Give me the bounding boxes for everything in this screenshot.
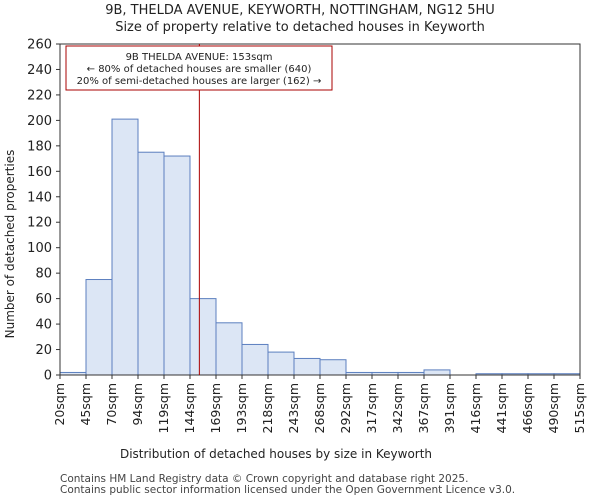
- x-tick-label: 45sqm: [78, 383, 93, 426]
- x-tick-label: 490sqm: [546, 383, 561, 433]
- x-tick-label: 70sqm: [104, 383, 119, 426]
- y-axis-label: Number of detached properties: [3, 150, 17, 339]
- y-tick-label: 240: [27, 63, 52, 78]
- bar-218sqm: [267, 351, 295, 376]
- annotation-line-1: 9B THELDA AVENUE: 153sqm: [126, 52, 273, 63]
- bar-367sqm: [423, 369, 451, 376]
- y-tick-label: 220: [27, 88, 52, 103]
- x-tick-label: 515sqm: [572, 383, 587, 433]
- x-tick-label: 218sqm: [260, 383, 275, 433]
- x-tick-label: 441sqm: [494, 383, 509, 433]
- annotation-frame: [65, 45, 333, 91]
- y-tick-label: 160: [27, 165, 52, 180]
- x-tick-label: 416sqm: [468, 383, 483, 433]
- y-tick-label: 100: [27, 241, 52, 256]
- y-tick-label: 200: [27, 114, 52, 129]
- x-tick-label: 193sqm: [234, 383, 249, 433]
- x-tick-label: 243sqm: [286, 383, 301, 433]
- bar-45sqm: [85, 279, 113, 376]
- x-tick-label: 391sqm: [442, 383, 457, 433]
- x-tick-label: 367sqm: [416, 383, 431, 433]
- y-tick-label: 180: [27, 139, 52, 154]
- x-tick-label: 342sqm: [390, 383, 405, 433]
- y-tick-label: 120: [27, 216, 52, 231]
- bar-243sqm: [293, 357, 321, 376]
- x-tick-label: 292sqm: [338, 383, 353, 433]
- annotation-box: 9B THELDA AVENUE: 153sqm ← 80% of detach…: [65, 45, 333, 91]
- bar-193sqm: [241, 343, 269, 376]
- x-tick-label: 144sqm: [182, 383, 197, 433]
- annotation-line-3: 20% of semi-detached houses are larger (…: [77, 76, 322, 87]
- x-tick-label: 169sqm: [208, 383, 223, 433]
- y-tick-label: 80: [35, 267, 52, 282]
- y-tick-label: 40: [35, 318, 52, 333]
- y-tick-label: 0: [44, 369, 52, 384]
- footer-line-1: Contains HM Land Registry data © Crown c…: [60, 473, 469, 485]
- bar-144sqm: [189, 298, 217, 376]
- x-tick-label: 317sqm: [364, 383, 379, 433]
- x-tick-label: 268sqm: [312, 383, 327, 433]
- x-tick-label: 119sqm: [156, 383, 171, 433]
- y-tick-label: 140: [27, 190, 52, 205]
- bar-268sqm: [319, 359, 347, 376]
- footer-line-2: Contains public sector information licen…: [60, 484, 516, 496]
- y-tick-label: 260: [27, 38, 52, 53]
- y-tick-label: 60: [35, 292, 52, 307]
- chart-subtitle: Size of property relative to detached ho…: [115, 20, 485, 35]
- x-tick-label: 94sqm: [130, 383, 145, 426]
- x-tick-label: 20sqm: [52, 383, 67, 426]
- bar-169sqm: [215, 322, 243, 376]
- y-tick-label: 20: [35, 343, 52, 358]
- x-axis-label: Distribution of detached houses by size …: [120, 447, 432, 461]
- annotation-line-2: ← 80% of detached houses are smaller (64…: [87, 64, 312, 75]
- bar-119sqm: [163, 155, 191, 376]
- bar-70sqm: [111, 118, 139, 376]
- x-tick-label: 466sqm: [520, 383, 535, 433]
- bar-94sqm: [137, 151, 165, 376]
- chart-title: 9B, THELDA AVENUE, KEYWORTH, NOTTINGHAM,…: [105, 3, 495, 18]
